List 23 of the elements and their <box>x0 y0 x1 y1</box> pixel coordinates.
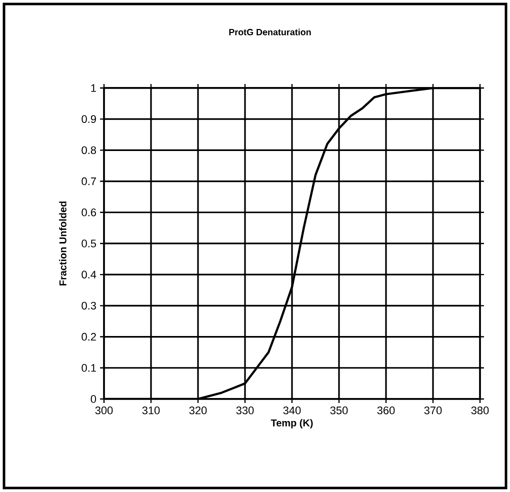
y-tick-label: 0.3 <box>82 302 96 310</box>
y-tick-label: 0.5 <box>82 240 96 248</box>
x-tick-label: 310 <box>142 406 160 414</box>
y-tick-label: 0.6 <box>82 208 96 216</box>
x-tick-label: 330 <box>236 406 254 414</box>
x-tick-label: 300 <box>95 406 113 414</box>
x-tick-label: 360 <box>377 406 395 414</box>
y-tick-label: 0.9 <box>82 115 96 123</box>
x-tick-label: 380 <box>471 406 489 414</box>
x-tick-label: 320 <box>189 406 207 414</box>
y-tick-label: 0.4 <box>82 270 96 278</box>
y-tick-label: 0.1 <box>82 364 96 372</box>
y-tick-label: 0.7 <box>82 177 96 186</box>
x-tick-label: 350 <box>330 406 348 414</box>
y-tick-label: 0 <box>90 395 96 403</box>
x-tick-label: 370 <box>424 406 442 414</box>
y-tick-label: 0.8 <box>82 146 96 154</box>
y-tick-label: 0.2 <box>82 332 96 341</box>
chart-title: ProtG Denaturation <box>229 28 311 36</box>
x-tick-label: 340 <box>283 406 301 414</box>
x-axis-title: Temp (K) <box>270 419 313 428</box>
y-axis-title: Fraction Unfolded <box>59 202 66 286</box>
y-tick-label: 1 <box>91 84 96 92</box>
